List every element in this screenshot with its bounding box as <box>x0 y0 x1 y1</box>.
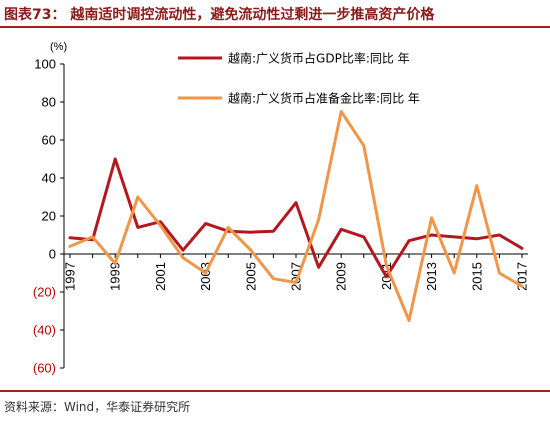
source-note: 资料来源：Wind，华泰证券研究所 <box>4 400 191 414</box>
legend-label: 越南:广义货币占GDP比率:同比 年 <box>228 51 410 66</box>
y-tick-label: 100 <box>34 57 56 72</box>
y-tick-label: 80 <box>42 95 56 110</box>
y-tick-label: 0 <box>49 247 56 262</box>
x-tick-label: 2001 <box>153 262 168 291</box>
y-tick-label: (60) <box>33 361 56 376</box>
series-line-reserve <box>68 110 524 322</box>
series-lines <box>68 110 524 322</box>
y-tick-label: (40) <box>33 323 56 338</box>
y-axis: (%) 100 80 60 40 20 0 (20) (40) (60) <box>33 41 67 376</box>
y-axis-unit-label: (%) <box>50 41 67 53</box>
x-tick-label: 2013 <box>424 262 439 291</box>
title-bar: 图表73： 越南适时调控流动性，避免流动性过剩进一步推高资产价格 <box>0 0 550 26</box>
line-chart: (%) 100 80 60 40 20 0 (20) (40) (60) 1997 1999 2001… <box>33 41 530 376</box>
legend-label: 越南:广义货币占准备金比率:同比 年 <box>228 91 420 106</box>
x-axis: 1997 1999 2001 2003 2005 2007 2009 2011 2013 2015… <box>63 253 530 291</box>
y-tick-label: 60 <box>42 133 56 148</box>
x-tick-label: 1999 <box>108 262 123 291</box>
footer-divider <box>0 390 550 392</box>
chart-title: 图表73： 越南适时调控流动性，避免流动性过剩进一步推高资产价格 <box>4 7 435 23</box>
y-tick-label: 20 <box>42 209 56 224</box>
series-line-gdp <box>68 157 524 279</box>
x-tick-label: 1997 <box>63 262 78 291</box>
x-tick-label: 2015 <box>469 262 484 291</box>
x-tick-label: 2009 <box>334 262 349 291</box>
legend: 越南:广义货币占GDP比率:同比 年越南:广义货币占准备金比率:同比 年 <box>178 51 420 106</box>
y-tick-label: (20) <box>33 285 56 300</box>
y-tick-label: 40 <box>42 171 56 186</box>
x-tick-label: 2005 <box>243 262 258 291</box>
x-tick-label: 2003 <box>198 262 213 291</box>
title-divider <box>0 26 550 28</box>
